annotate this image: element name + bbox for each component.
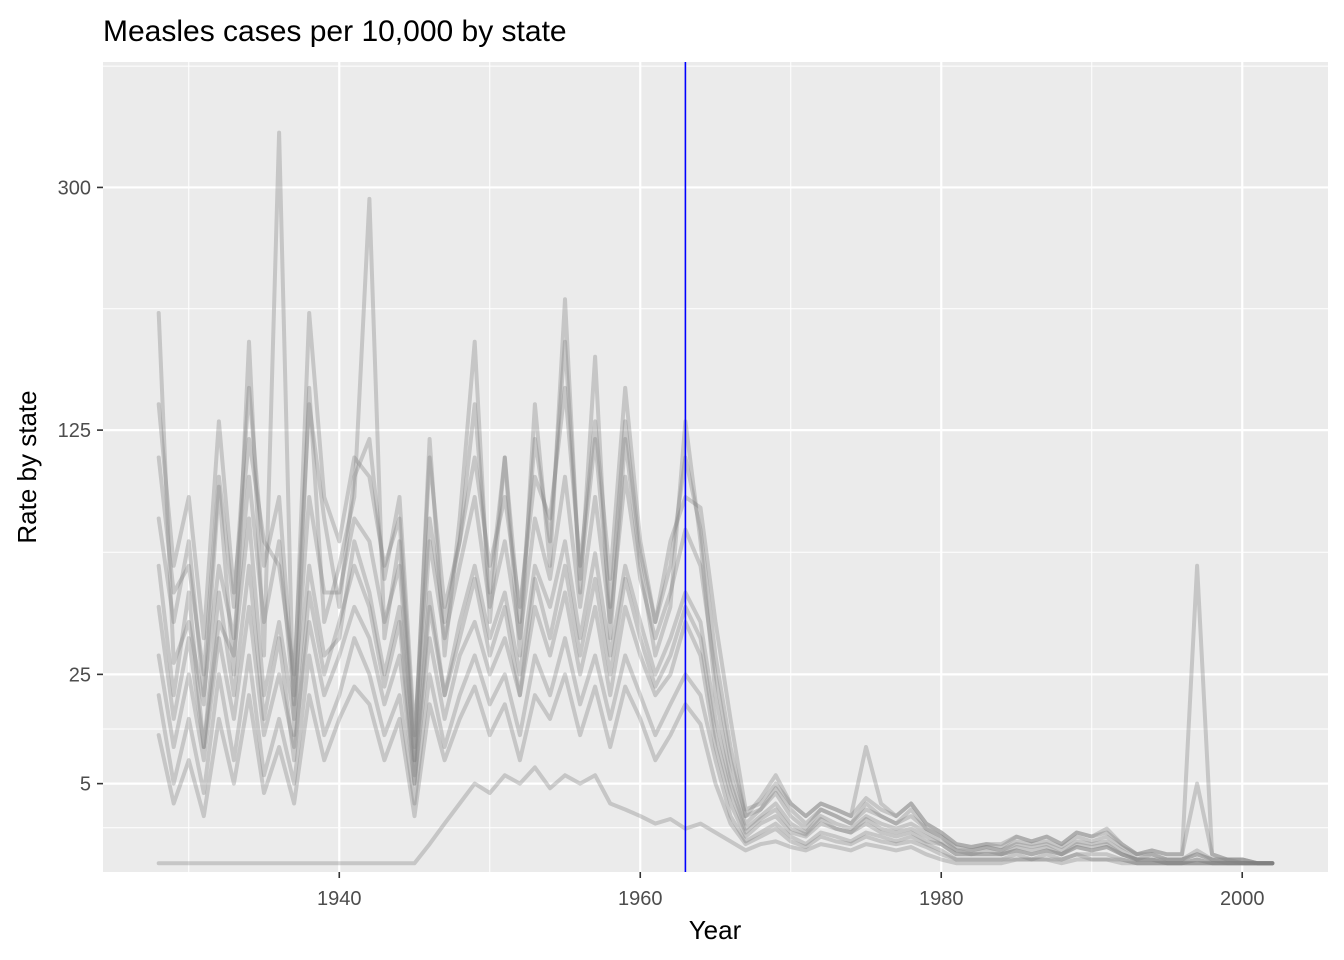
state-series-line <box>156 563 1275 866</box>
x-tick-label: 1980 <box>919 888 964 910</box>
series-lines <box>156 130 1275 866</box>
state-series-line <box>156 385 1275 866</box>
y-tick-label: 25 <box>69 664 91 686</box>
y-tick-label: 300 <box>58 177 91 199</box>
plot-panel <box>103 62 1328 872</box>
minor-gridlines <box>103 62 1328 872</box>
state-series-line <box>156 130 1275 866</box>
y-axis-title: Rate by state <box>12 390 42 543</box>
state-series-line <box>156 636 1275 866</box>
state-series-line <box>156 765 1275 866</box>
x-tick-label: 1960 <box>618 888 663 910</box>
state-series-line <box>156 590 1275 866</box>
x-axis-ticks: 1940 1960 1980 2000 <box>317 872 1264 910</box>
state-series-line <box>156 672 1275 866</box>
x-tick-label: 2000 <box>1220 888 1265 910</box>
major-gridlines <box>103 62 1328 872</box>
chart-title: Measles cases per 10,000 by state <box>103 15 567 48</box>
y-tick-label: 125 <box>58 420 91 442</box>
x-axis-title: Year <box>689 915 742 945</box>
y-axis-ticks: 5 25 125 300 <box>58 177 103 796</box>
state-series-line <box>156 311 1275 866</box>
state-series-line <box>156 516 1275 866</box>
y-tick-label: 5 <box>80 774 91 796</box>
x-tick-label: 1940 <box>317 888 362 910</box>
state-series-line <box>156 474 1275 866</box>
